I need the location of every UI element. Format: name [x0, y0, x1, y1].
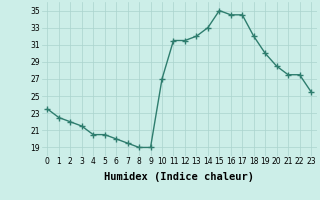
X-axis label: Humidex (Indice chaleur): Humidex (Indice chaleur)	[104, 172, 254, 182]
